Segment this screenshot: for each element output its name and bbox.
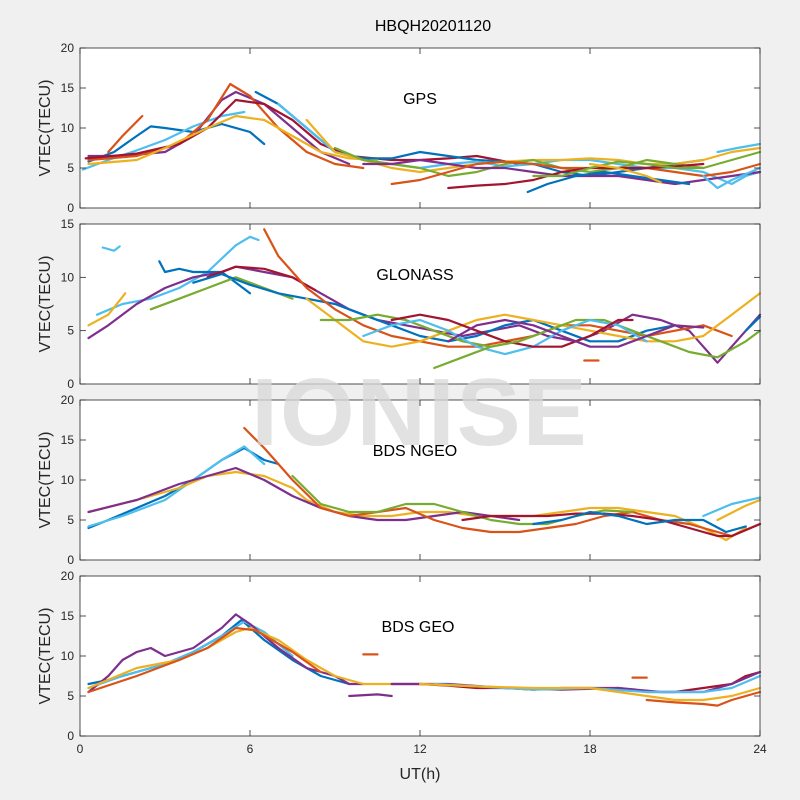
series-line-glonass-4 bbox=[87, 265, 762, 364]
series-line-bds-ngeo-7 bbox=[532, 510, 747, 534]
panel-bds-ngeo: 0 5 10 15 20 VTEC(TECU) BDS NGEO bbox=[37, 393, 762, 567]
figure-title: HBQH20201120 bbox=[375, 18, 491, 35]
series-line-bds-ngeo-9 bbox=[716, 498, 762, 522]
series-line-glonass-9 bbox=[305, 292, 762, 348]
series-line-glonass-13 bbox=[433, 340, 521, 370]
series-line-bds-geo-11 bbox=[418, 682, 762, 702]
series-line-glonass-3 bbox=[87, 292, 127, 327]
series-line-gps-17 bbox=[702, 166, 762, 190]
y-tick-label: 0 bbox=[67, 201, 74, 215]
series-line-gps-14 bbox=[526, 170, 691, 194]
y-tick-label: 15 bbox=[61, 217, 75, 231]
series-group-glonass bbox=[87, 228, 762, 370]
panel-glonass: 0 5 10 15 VTEC(TECU) GLONASS bbox=[37, 217, 762, 391]
y-tick-label: 5 bbox=[67, 689, 74, 703]
series-line-bds-geo-12 bbox=[645, 690, 762, 707]
series-line-bds-ngeo-4 bbox=[243, 426, 762, 538]
series-line-gps-1 bbox=[81, 110, 246, 171]
y-tick-label: 10 bbox=[61, 121, 75, 135]
series-line-gps-12 bbox=[390, 160, 762, 186]
series-line-gps-0 bbox=[87, 122, 266, 163]
series-line-bds-ngeo-2 bbox=[87, 470, 747, 542]
panel-annotation-gps: GPS bbox=[403, 91, 437, 108]
y-tick-label: 20 bbox=[61, 569, 75, 583]
series-line-glonass-16 bbox=[744, 315, 762, 332]
plot-area-gps bbox=[80, 48, 760, 208]
y-axis-label-glonass: VTEC(TECU) bbox=[37, 256, 54, 353]
series-group-gps bbox=[81, 82, 762, 194]
y-tick-label: 15 bbox=[61, 433, 75, 447]
series-line-gps-18 bbox=[716, 142, 762, 154]
y-axis-label-bds-ngeo: VTEC(TECU) bbox=[37, 432, 54, 529]
panel-gps: 0 5 10 15 20 VTEC(TECU) GPS bbox=[37, 41, 762, 215]
y-tick-label: 15 bbox=[61, 81, 75, 95]
plot-area-bds-geo bbox=[80, 576, 760, 736]
panel-annotation-glonass: GLONASS bbox=[376, 267, 453, 284]
x-tick-label: 12 bbox=[413, 742, 427, 756]
panel-annotation-bds-ngeo: BDS NGEO bbox=[373, 443, 457, 460]
y-tick-label: 20 bbox=[61, 393, 75, 407]
x-tick-label: 6 bbox=[247, 742, 254, 756]
y-tick-label: 10 bbox=[61, 270, 75, 284]
y-tick-label: 20 bbox=[61, 41, 75, 55]
y-axis-label-gps: VTEC(TECU) bbox=[37, 80, 54, 177]
series-line-glonass-0 bbox=[95, 235, 260, 316]
series-group-bds-geo bbox=[87, 613, 762, 707]
series-line-glonass-12 bbox=[390, 313, 634, 348]
series-line-bds-ngeo-8 bbox=[702, 496, 762, 518]
y-tick-label: 5 bbox=[67, 513, 74, 527]
series-line-gps-2 bbox=[107, 114, 144, 154]
series-line-gps-6 bbox=[87, 114, 379, 166]
y-tick-label: 15 bbox=[61, 609, 75, 623]
series-line-bds-geo-5 bbox=[348, 693, 393, 698]
y-tick-label: 0 bbox=[67, 553, 74, 567]
y-tick-label: 0 bbox=[67, 377, 74, 391]
series-line-bds-ngeo-3 bbox=[87, 466, 521, 522]
series-line-bds-geo-4 bbox=[87, 626, 322, 694]
series-line-gps-13 bbox=[447, 162, 705, 190]
watermark: IONISE bbox=[251, 359, 588, 466]
series-line-gps-15 bbox=[532, 160, 705, 178]
series-group-bds-ngeo bbox=[87, 426, 762, 542]
panel-annotation-bds-geo: BDS GEO bbox=[382, 619, 455, 636]
series-line-bds-ngeo-6 bbox=[461, 512, 762, 538]
x-axis-label: UT(h) bbox=[400, 766, 441, 783]
series-line-glonass-7 bbox=[192, 273, 677, 343]
y-tick-label: 5 bbox=[67, 324, 74, 338]
series-line-gps-16 bbox=[588, 162, 662, 184]
x-tick-label: 24 bbox=[753, 742, 767, 756]
series-line-glonass-1 bbox=[101, 245, 121, 252]
series-line-bds-geo-1 bbox=[87, 620, 294, 690]
series-line-gps-5 bbox=[84, 98, 521, 166]
y-tick-label: 10 bbox=[61, 649, 75, 663]
x-tick-label: 18 bbox=[583, 742, 597, 756]
panels: 0 5 10 15 20 VTEC(TECU) GPS 0 5 10 15 VTEC(TECU) GLO… bbox=[37, 41, 767, 756]
y-axis-label-bds-geo: VTEC(TECU) bbox=[37, 608, 54, 705]
x-tick-label: 0 bbox=[77, 742, 84, 756]
plot-area-glonass bbox=[80, 224, 760, 384]
y-tick-label: 5 bbox=[67, 161, 74, 175]
series-line-glonass-11 bbox=[362, 318, 648, 356]
y-tick-label: 0 bbox=[67, 729, 74, 743]
series-line-bds-geo-3 bbox=[87, 626, 393, 690]
panel-bds-geo: 0 5 10 15 20 0 6 12 18 24 VTEC(TECU) BDS GEO bbox=[37, 569, 767, 756]
series-line-glonass-14 bbox=[447, 318, 705, 348]
y-tick-label: 10 bbox=[61, 473, 75, 487]
